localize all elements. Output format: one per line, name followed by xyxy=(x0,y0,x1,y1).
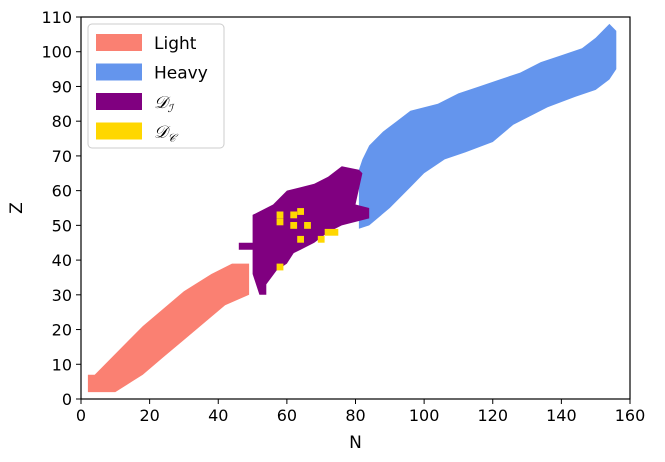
y-tick-label: 0 xyxy=(62,390,72,409)
legend-swatch xyxy=(96,93,142,110)
region-d-i xyxy=(238,166,370,295)
x-tick-label: 60 xyxy=(277,406,297,425)
d-c-point xyxy=(317,235,325,243)
x-tick-label: 140 xyxy=(546,406,577,425)
legend-label: 𝒟ℐ xyxy=(154,93,175,115)
legend-frame xyxy=(87,23,225,149)
d-c-point xyxy=(297,235,304,243)
y-tick-label: 70 xyxy=(52,147,72,166)
d-c-point xyxy=(276,263,284,271)
region-heavy xyxy=(358,23,617,229)
y-axis: 0 10 20 30 40 50 60 70 80 90 100 110 xyxy=(41,8,81,409)
d-c-point xyxy=(304,222,311,229)
legend: Light Heavy 𝒟ℐ 𝒟𝒞 xyxy=(87,23,225,149)
d-c-point xyxy=(276,211,284,219)
d-c-point xyxy=(290,211,298,219)
y-tick-label: 20 xyxy=(52,321,72,340)
y-tick-label: 50 xyxy=(52,216,72,235)
y-tick-label: 80 xyxy=(52,112,72,131)
d-c-point xyxy=(290,222,298,229)
x-axis: 0 20 40 60 80 100 120 140 160 xyxy=(76,399,645,425)
y-tick-label: 10 xyxy=(52,355,72,374)
d-c-point xyxy=(331,228,339,236)
d-c-point xyxy=(297,208,304,215)
legend-label: Light xyxy=(154,34,197,54)
legend-label: Heavy xyxy=(154,64,208,84)
x-tick-label: 160 xyxy=(615,406,646,425)
y-tick-label: 40 xyxy=(52,251,72,270)
y-tick-label: 90 xyxy=(52,77,72,96)
y-tick-label: 60 xyxy=(52,182,72,201)
x-tick-label: 120 xyxy=(477,406,508,425)
legend-swatch xyxy=(96,63,142,81)
x-axis-label: N xyxy=(349,433,362,453)
region-light xyxy=(87,263,250,393)
legend-swatch xyxy=(96,122,142,140)
legend-label: 𝒟𝒞 xyxy=(154,123,179,145)
x-tick-label: 20 xyxy=(139,406,159,425)
y-tick-label: 110 xyxy=(41,8,72,27)
x-tick-label: 40 xyxy=(208,406,228,425)
x-tick-label: 80 xyxy=(345,406,365,425)
y-tick-label: 100 xyxy=(41,43,72,62)
legend-swatch xyxy=(96,34,142,51)
x-tick-label: 0 xyxy=(76,406,86,425)
data-region xyxy=(87,23,617,393)
y-tick-label: 30 xyxy=(52,286,72,305)
d-c-point xyxy=(276,218,284,226)
y-axis-label: Z xyxy=(7,202,27,214)
d-c-point xyxy=(324,228,332,236)
x-tick-label: 100 xyxy=(409,406,440,425)
